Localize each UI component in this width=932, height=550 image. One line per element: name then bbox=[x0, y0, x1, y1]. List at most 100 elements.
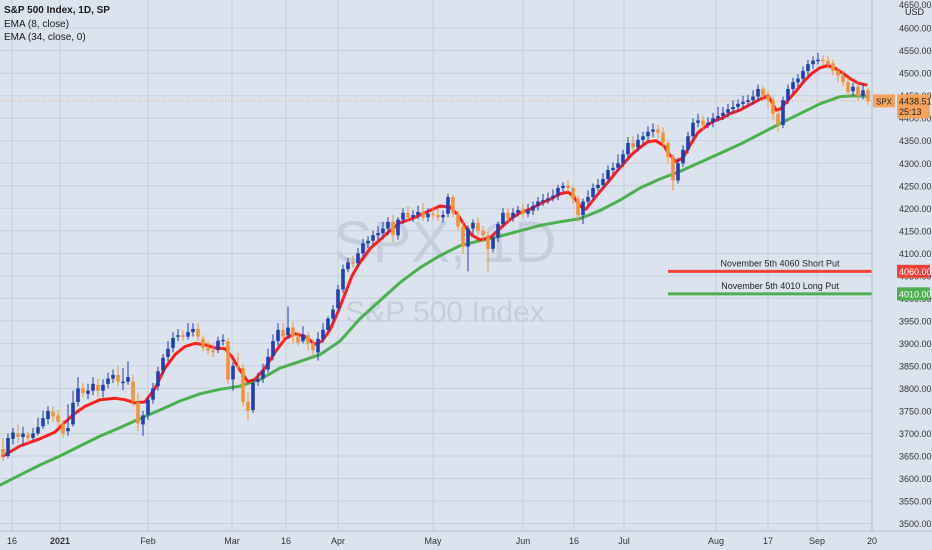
candle bbox=[381, 221, 385, 238]
candle-body bbox=[151, 388, 155, 400]
candle-body bbox=[796, 78, 800, 83]
candle-body bbox=[481, 230, 485, 236]
candle bbox=[156, 366, 160, 391]
candle bbox=[506, 208, 510, 222]
candle-body bbox=[31, 433, 35, 438]
candle bbox=[701, 115, 705, 130]
chart-title[interactable]: S&P 500 Index, 1D, SP bbox=[4, 5, 110, 16]
candle bbox=[101, 379, 105, 398]
candle bbox=[321, 323, 325, 343]
candle-body bbox=[841, 75, 845, 83]
candle bbox=[861, 83, 865, 100]
candle-body bbox=[641, 136, 645, 140]
candle-body bbox=[61, 423, 65, 434]
candle bbox=[481, 226, 485, 243]
candle bbox=[421, 202, 425, 221]
candle bbox=[116, 365, 120, 387]
candle bbox=[396, 217, 400, 240]
candle bbox=[356, 247, 360, 267]
candle-body bbox=[686, 136, 690, 150]
candle-body bbox=[556, 188, 560, 196]
candle-body bbox=[526, 210, 530, 214]
candle-body bbox=[666, 142, 670, 157]
candle bbox=[371, 230, 375, 246]
candle bbox=[796, 74, 800, 87]
candle bbox=[16, 424, 20, 443]
price-tick-label: 3650.00 bbox=[899, 451, 932, 461]
candle bbox=[81, 383, 85, 398]
candle bbox=[91, 377, 95, 396]
candle bbox=[276, 323, 280, 346]
candle bbox=[761, 85, 765, 101]
candle bbox=[641, 131, 645, 145]
ema-line bbox=[0, 94, 868, 487]
candle-body bbox=[671, 156, 675, 181]
candle bbox=[291, 321, 295, 344]
candle bbox=[621, 149, 625, 167]
candle bbox=[21, 426, 25, 447]
candle bbox=[836, 67, 840, 83]
candle-body bbox=[211, 350, 215, 353]
candle bbox=[51, 406, 55, 423]
candle-body bbox=[221, 339, 225, 342]
candle-body bbox=[466, 228, 470, 247]
time-axis[interactable]: 16 2021 Feb Mar 16 Apr May Jun 16 Jul Aug 17 Sep 20 bbox=[7, 536, 877, 546]
candle bbox=[696, 113, 700, 128]
candle bbox=[391, 215, 395, 243]
candle-body bbox=[746, 100, 750, 103]
price-tick-label: 3950.00 bbox=[899, 316, 932, 326]
price-tick-label: 4150.00 bbox=[899, 226, 932, 236]
ema-34-legend[interactable]: EMA (34, close, 0) bbox=[4, 32, 86, 43]
candle bbox=[331, 305, 335, 324]
candle bbox=[226, 337, 230, 384]
candle bbox=[306, 332, 310, 351]
candle-body bbox=[716, 115, 720, 119]
candle bbox=[626, 137, 630, 158]
candle bbox=[166, 341, 170, 362]
candle-body bbox=[756, 88, 760, 97]
candle bbox=[471, 219, 475, 236]
candle bbox=[651, 123, 655, 138]
candle-body bbox=[71, 402, 75, 425]
candle-body bbox=[101, 384, 105, 391]
candle-body bbox=[356, 253, 360, 264]
price-levels: November 5th 4060 Short Put November 5th … bbox=[668, 258, 872, 296]
candle bbox=[266, 348, 270, 373]
time-tick-label: Apr bbox=[331, 536, 345, 546]
candle bbox=[431, 206, 435, 220]
candle bbox=[171, 332, 175, 353]
candle-body bbox=[366, 240, 370, 244]
candle bbox=[736, 99, 740, 112]
candle bbox=[691, 118, 695, 140]
candle bbox=[551, 189, 555, 202]
candle bbox=[656, 124, 660, 139]
time-tick-label: 2021 bbox=[50, 536, 70, 546]
ema-8-legend[interactable]: EMA (8, close) bbox=[4, 19, 70, 30]
candle bbox=[131, 374, 135, 407]
level-label: November 5th 4060 Short Put bbox=[720, 258, 840, 268]
candle bbox=[191, 323, 195, 337]
candle bbox=[556, 184, 560, 201]
time-tick-label: 16 bbox=[281, 536, 291, 546]
candle-body bbox=[326, 318, 330, 330]
candle bbox=[86, 383, 90, 400]
candle-body bbox=[291, 327, 295, 337]
candle bbox=[576, 195, 580, 222]
last-price-value: 4438.51 bbox=[899, 96, 932, 106]
candle bbox=[571, 185, 575, 204]
candle-body bbox=[491, 237, 495, 249]
price-tick-label: 3750.00 bbox=[899, 406, 932, 416]
candle bbox=[516, 206, 520, 217]
last-price-badge bbox=[897, 94, 930, 119]
candle-body bbox=[816, 59, 820, 62]
candle bbox=[311, 338, 315, 357]
candle bbox=[806, 59, 810, 76]
candle bbox=[71, 390, 75, 427]
time-tick-label: 20 bbox=[867, 536, 877, 546]
candle-body bbox=[596, 184, 600, 189]
candle-body bbox=[266, 356, 270, 370]
candles bbox=[1, 52, 870, 462]
candle-body bbox=[56, 415, 60, 422]
